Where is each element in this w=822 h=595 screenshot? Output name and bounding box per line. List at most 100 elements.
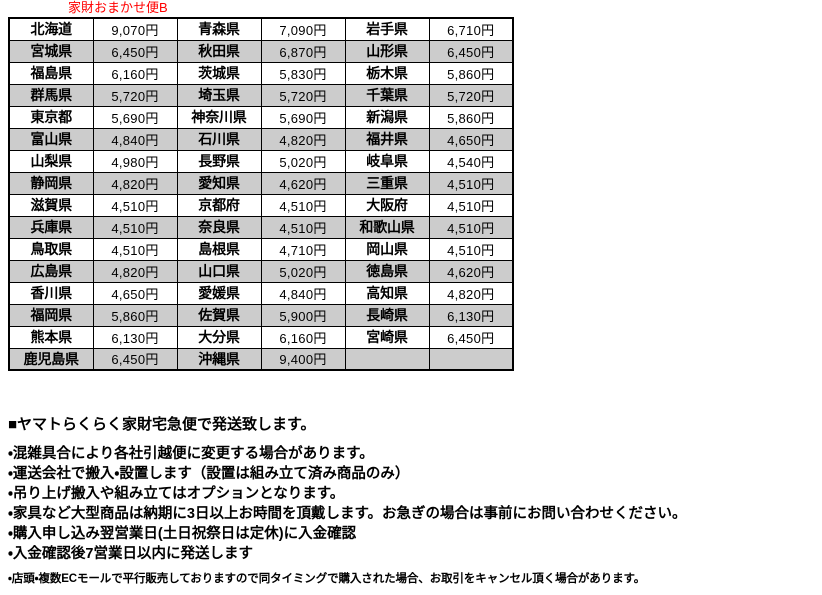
prefecture-cell: 秋田県 [176,39,262,63]
price-cell: 5,690円 [260,105,346,129]
price-cell: 5,720円 [428,83,514,107]
shipping-notes-fine-print: ・店頭・複数ECモールで平行販売しておりますので同タイミングで購入された場合、お… [8,573,646,585]
shipping-notes: ■ヤマトらくらく家財宅急便で発送致します。 ・混雑具合により各社引越便に変更する… [8,414,814,588]
shipping-note-line: ・入金確認後7営業日以内に発送します [8,546,253,562]
prefecture-cell: 山形県 [344,39,430,63]
price-cell: 6,870円 [260,39,346,63]
prefecture-cell: 熊本県 [8,325,94,349]
price-cell: 4,510円 [260,193,346,217]
prefecture-cell: 新潟県 [344,105,430,129]
prefecture-cell [344,347,430,371]
shipping-fare-table: 北海道 9,070円 青森県 7,090円 岩手県 6,710円 宮城県 6,450円 秋田県 6… [8,17,514,371]
price-cell: 6,450円 [92,347,178,371]
table-row: 富山県 4,840円 石川県 4,820円 福井県 4,650円 [8,127,514,151]
price-cell: 4,650円 [428,127,514,151]
table-row: 福島県 6,160円 茨城県 5,830円 栃木県 5,860円 [8,61,514,85]
shipping-fare-table-wrapper: 北海道 9,070円 青森県 7,090円 岩手県 6,710円 宮城県 6,450円 秋田県 6… [8,17,514,371]
prefecture-cell: 愛知県 [176,171,262,195]
price-cell: 4,620円 [428,259,514,283]
prefecture-cell: 和歌山県 [344,215,430,239]
price-cell: 4,840円 [260,281,346,305]
prefecture-cell: 滋賀県 [8,193,94,217]
prefecture-cell: 岐阜県 [344,149,430,173]
table-row: 宮城県 6,450円 秋田県 6,870円 山形県 6,450円 [8,39,514,63]
price-cell: 9,400円 [260,347,346,371]
prefecture-cell: 沖縄県 [176,347,262,371]
table-row: 静岡県 4,820円 愛知県 4,620円 三重県 4,510円 [8,171,514,195]
table-caption: 家財おまかせ便B [68,0,168,15]
price-cell: 4,510円 [260,215,346,239]
price-cell: 7,090円 [260,17,346,41]
price-cell: 5,690円 [92,105,178,129]
price-cell: 4,650円 [92,281,178,305]
prefecture-cell: 埼玉県 [176,83,262,107]
table-row: 鹿児島県 6,450円 沖縄県 9,400円 [8,347,514,371]
price-cell [428,347,514,371]
shipping-note-line: ・購入申し込み翌営業日(土日祝祭日は定休)に入金確認 [8,526,357,542]
price-cell: 4,820円 [92,171,178,195]
prefecture-cell: 兵庫県 [8,215,94,239]
shipping-note-line: ・運送会社で搬入・設置します（設置は組み立て済み商品のみ） [8,466,410,482]
prefecture-cell: 千葉県 [344,83,430,107]
prefecture-cell: 愛媛県 [176,281,262,305]
shipping-note-line: ・吊り上げ搬入や組み立てはオプションとなります。 [8,486,345,502]
prefecture-cell: 大阪府 [344,193,430,217]
price-cell: 4,840円 [92,127,178,151]
shipping-notes-list: ・混雑具合により各社引越便に変更する場合があります。 ・運送会社で搬入・設置します… [8,444,814,564]
table-row: 山梨県 4,980円 長野県 5,020円 岐阜県 4,540円 [8,149,514,173]
price-cell: 5,020円 [260,149,346,173]
price-cell: 5,720円 [260,83,346,107]
table-row: 広島県 4,820円 山口県 5,020円 徳島県 4,620円 [8,259,514,283]
price-cell: 6,160円 [92,61,178,85]
prefecture-cell: 大分県 [176,325,262,349]
price-cell: 4,510円 [428,237,514,261]
price-cell: 5,720円 [92,83,178,107]
prefecture-cell: 神奈川県 [176,105,262,129]
prefecture-cell: 栃木県 [344,61,430,85]
table-row: 東京都 5,690円 神奈川県 5,690円 新潟県 5,860円 [8,105,514,129]
price-cell: 4,510円 [428,215,514,239]
price-cell: 6,130円 [92,325,178,349]
table-row: 群馬県 5,720円 埼玉県 5,720円 千葉県 5,720円 [8,83,514,107]
prefecture-cell: 福井県 [344,127,430,151]
price-cell: 4,820円 [428,281,514,305]
price-cell: 6,450円 [92,39,178,63]
shipping-note-line: ・家具など大型商品は納期に3日以上お時間を頂戴します。お急ぎの場合は事前にお問い… [8,506,687,522]
prefecture-cell: 群馬県 [8,83,94,107]
price-cell: 5,020円 [260,259,346,283]
price-cell: 5,860円 [92,303,178,327]
prefecture-cell: 山口県 [176,259,262,283]
price-cell: 4,510円 [92,215,178,239]
price-cell: 4,820円 [260,127,346,151]
price-cell: 5,860円 [428,105,514,129]
prefecture-cell: 宮崎県 [344,325,430,349]
prefecture-cell: 徳島県 [344,259,430,283]
table-row: 滋賀県 4,510円 京都府 4,510円 大阪府 4,510円 [8,193,514,217]
price-cell: 4,510円 [428,193,514,217]
prefecture-cell: 福島県 [8,61,94,85]
shipping-fare-table-body: 北海道 9,070円 青森県 7,090円 岩手県 6,710円 宮城県 6,450円 秋田県 6… [8,17,514,371]
prefecture-cell: 長野県 [176,149,262,173]
price-cell: 4,980円 [92,149,178,173]
prefecture-cell: 石川県 [176,127,262,151]
prefecture-cell: 福岡県 [8,303,94,327]
prefecture-cell: 宮城県 [8,39,94,63]
prefecture-cell: 静岡県 [8,171,94,195]
table-row: 熊本県 6,130円 大分県 6,160円 宮崎県 6,450円 [8,325,514,349]
prefecture-cell: 奈良県 [176,215,262,239]
table-caption-row: 家財おまかせ便B [0,0,822,17]
price-cell: 6,130円 [428,303,514,327]
prefecture-cell: 高知県 [344,281,430,305]
price-cell: 4,510円 [428,171,514,195]
price-cell: 4,510円 [92,237,178,261]
prefecture-cell: 香川県 [8,281,94,305]
table-row: 香川県 4,650円 愛媛県 4,840円 高知県 4,820円 [8,281,514,305]
price-cell: 4,540円 [428,149,514,173]
prefecture-cell: 岡山県 [344,237,430,261]
prefecture-cell: 北海道 [8,17,94,41]
prefecture-cell: 茨城県 [176,61,262,85]
prefecture-cell: 島根県 [176,237,262,261]
prefecture-cell: 青森県 [176,17,262,41]
prefecture-cell: 岩手県 [344,17,430,41]
price-cell: 5,830円 [260,61,346,85]
